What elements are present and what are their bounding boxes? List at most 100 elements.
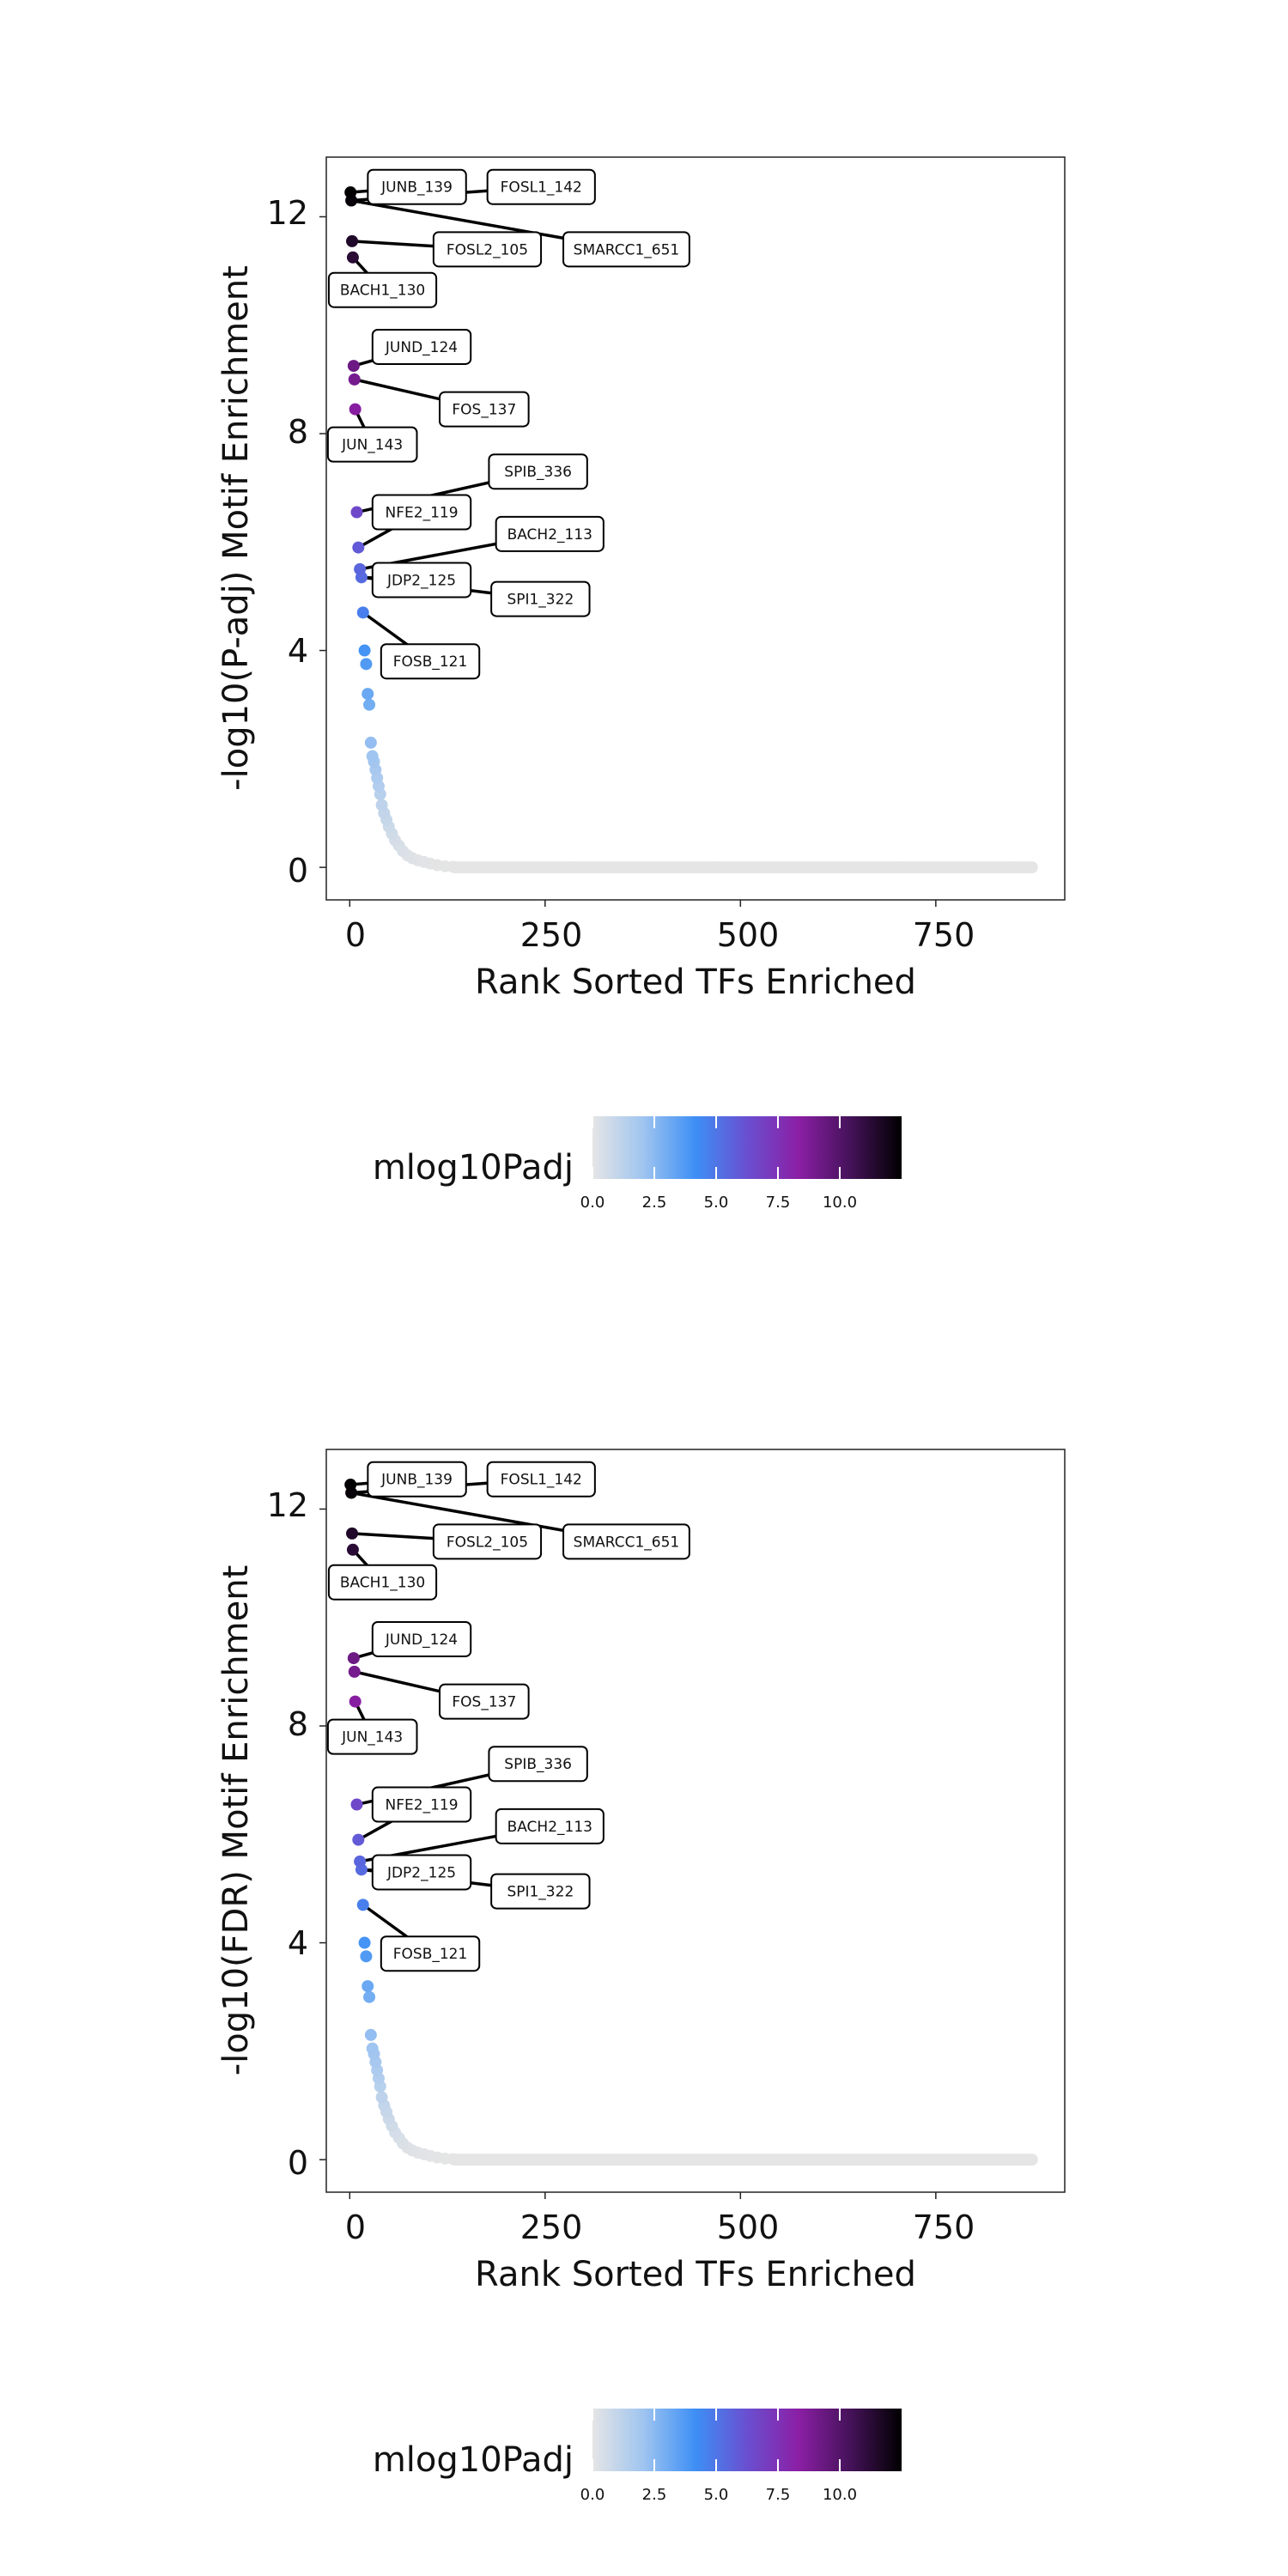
data-point (361, 688, 374, 701)
point-label: BACH2_113 (495, 515, 605, 552)
data-point (361, 1980, 374, 1993)
point-label-box (371, 1620, 472, 1657)
baseline-points (449, 861, 1038, 874)
data-point (350, 1798, 363, 1811)
y-tick-label: 0 (288, 852, 308, 890)
point-label-text: FOSL1_142 (501, 179, 582, 197)
data-points (344, 186, 459, 873)
point-label: SMARCC1_651 (562, 231, 690, 268)
point-label: FOSB_121 (380, 1935, 481, 1972)
point-label-box (326, 1718, 418, 1755)
colorbar-tick-label: 10.0 (823, 2486, 857, 2504)
data-point (356, 606, 369, 619)
point-label-text: SMARCC1_651 (574, 241, 680, 258)
x-tick-labels: 0 250 500 750 (345, 2208, 975, 2246)
data-point (358, 644, 371, 657)
data-point (364, 2028, 377, 2041)
colorbar: 0.0 2.5 5.0 7.5 10.0 (580, 1116, 902, 1212)
point-label: FOS_137 (439, 391, 530, 428)
y-tick-label: 12 (267, 194, 308, 232)
point-label-box (490, 580, 591, 617)
x-tick-label: 500 (717, 2208, 780, 2246)
x-tick-label: 250 (520, 2208, 583, 2246)
y-tick-label: 12 (267, 1486, 308, 1524)
y-tick-labels: 0 4 8 12 (267, 194, 308, 890)
point-label: SPI1_322 (490, 1873, 591, 1910)
point-label-text: JUN_143 (341, 437, 403, 454)
point-label-box (371, 1854, 472, 1891)
data-point (348, 373, 361, 386)
y-tick-label: 4 (288, 632, 308, 670)
point-label: BACH1_130 (327, 271, 438, 308)
data-point (349, 1695, 361, 1708)
data-point (1025, 2154, 1038, 2166)
colorbar-tick-label: 2.5 (642, 2486, 667, 2504)
point-label-box (367, 168, 467, 205)
data-point (347, 360, 360, 373)
data-point (347, 1652, 360, 1665)
point-label-box (327, 271, 438, 308)
point-label: JUN_143 (326, 426, 418, 463)
point-label-text: NFE2_119 (386, 1797, 459, 1814)
point-label-box (439, 1683, 530, 1720)
point-label: NFE2_119 (371, 1786, 472, 1823)
data-points (344, 1479, 459, 2166)
point-label-box (439, 391, 530, 428)
data-point (346, 234, 359, 247)
x-axis-title: Rank Sorted TFs Enriched (475, 963, 916, 1002)
y-tick-label: 8 (288, 413, 308, 451)
x-tick-label: 0 (345, 2208, 366, 2246)
data-point (364, 736, 377, 749)
data-point (346, 1543, 359, 1556)
data-point (375, 799, 388, 811)
colorbar-tick-label: 0.0 (580, 1194, 605, 1212)
point-label-box (371, 562, 472, 598)
point-labels: JUNB_139 FOSL1_142 FOSL2_105 SMARCC1_651 BAC… (326, 168, 690, 680)
data-point (346, 251, 359, 264)
chart-panel-1: -log10(P-adj) Motif Enrichment Rank Sort… (216, 156, 1066, 1212)
point-label-box (562, 1523, 690, 1560)
colorbar-gradient (592, 2409, 902, 2471)
point-label-text: SPIB_336 (504, 464, 572, 481)
colorbar-tick-label: 2.5 (642, 1194, 667, 1212)
point-label: FOSL1_142 (486, 168, 596, 205)
x-tick-label: 500 (717, 916, 780, 954)
point-label: JDP2_125 (371, 1854, 472, 1891)
point-label-text: JUNB_139 (380, 1472, 453, 1489)
point-label: FOSB_121 (380, 643, 481, 680)
data-point (1025, 861, 1038, 874)
point-label-text: FOSB_121 (393, 1946, 468, 1963)
data-point (346, 1527, 359, 1540)
data-point (358, 1936, 371, 1949)
plot-area: JUNB_139 FOSL1_142 FOSL2_105 SMARCC1_651 BAC… (319, 1449, 1066, 2199)
colorbar: 0.0 2.5 5.0 7.5 10.0 (580, 2409, 902, 2504)
point-label-text: JUN_143 (341, 1729, 403, 1747)
chart-panel-2: -log10(FDR) Motif Enrichment Rank Sorted… (216, 1449, 1066, 2504)
point-label-box (371, 1786, 472, 1823)
data-point (348, 1665, 361, 1678)
point-label: JUNB_139 (367, 1461, 467, 1498)
colorbar-tick-label: 10.0 (823, 1194, 857, 1212)
point-label-text: SPI1_322 (507, 592, 574, 609)
point-label-text: BACH1_130 (340, 283, 425, 300)
y-axis-title: -log10(FDR) Motif Enrichment (216, 1565, 256, 2076)
point-label-box (367, 1461, 467, 1498)
point-label-text: JUND_124 (385, 339, 458, 356)
data-point (344, 186, 357, 199)
point-label-box (488, 453, 588, 490)
point-label: JUND_124 (371, 1620, 472, 1657)
point-label: FOSL2_105 (432, 1523, 543, 1560)
point-label: JUNB_139 (367, 168, 467, 205)
plot-frame (325, 1449, 1066, 2193)
point-label-text: FOSL2_105 (447, 1534, 528, 1551)
plot-frame (325, 156, 1066, 901)
point-label-text: FOSL1_142 (501, 1472, 582, 1489)
point-label-box (495, 1807, 605, 1844)
point-label-box (432, 1523, 543, 1560)
point-label-box (380, 643, 481, 680)
colorbar-gradient (592, 1116, 902, 1179)
point-label-box (326, 426, 418, 463)
baseline-points (449, 2154, 1038, 2166)
point-label-text: JUND_124 (385, 1631, 458, 1649)
point-label: SPIB_336 (488, 1746, 588, 1783)
